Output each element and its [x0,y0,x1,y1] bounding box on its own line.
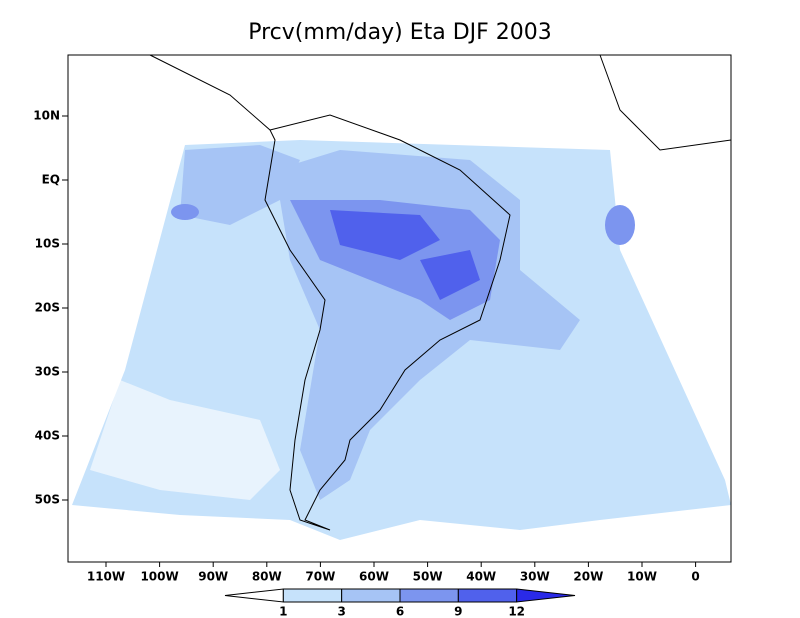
colorbar-segment [224,588,284,603]
colorbar-segment [457,588,518,603]
lon-label: 90W [198,570,228,584]
precip-high [171,204,199,220]
precip-mid [180,145,300,225]
lon-label: 80W [252,570,282,584]
lon-label: 10W [627,570,657,584]
colorbar-label: 12 [508,605,525,618]
precip-very-high [420,250,480,300]
lon-label: 60W [359,570,389,584]
colorbar-segment [341,588,401,603]
lon-label: 40W [466,570,496,584]
colorbar-label: 9 [454,605,462,618]
lat-label: 10S [35,237,60,251]
colorbar-segment [516,588,576,603]
lon-label: 50W [413,570,443,584]
coastline [149,54,732,151]
lat-label: 40S [35,429,60,443]
lat-label: EQ [42,173,60,187]
map-title: Prcv(mm/day) Eta DJF 2003 [248,20,552,45]
lon-label: 30W [520,570,550,584]
colorbar-segment [399,588,459,603]
lat-label: 10N [33,109,60,123]
lon-label: 0 [691,570,699,584]
lat-label: 20S [35,301,60,315]
coastline [264,114,511,531]
lon-label: 110W [87,570,125,584]
dry-zone [90,380,280,500]
lon-label: 70W [305,570,335,584]
lat-label: 50S [35,493,60,507]
colorbar-segment [282,588,343,603]
lon-label: 20W [573,570,603,584]
precip-high [605,205,635,245]
lat-label: 30S [35,365,60,379]
map-field [72,54,732,540]
precip-very-high [330,210,440,260]
colorbar-label: 3 [337,605,345,618]
colorbar-label: 1 [279,605,287,618]
lon-label: 100W [140,570,178,584]
colorbar-label: 6 [396,605,404,618]
